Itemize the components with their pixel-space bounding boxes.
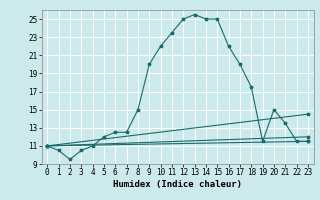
- X-axis label: Humidex (Indice chaleur): Humidex (Indice chaleur): [113, 180, 242, 189]
